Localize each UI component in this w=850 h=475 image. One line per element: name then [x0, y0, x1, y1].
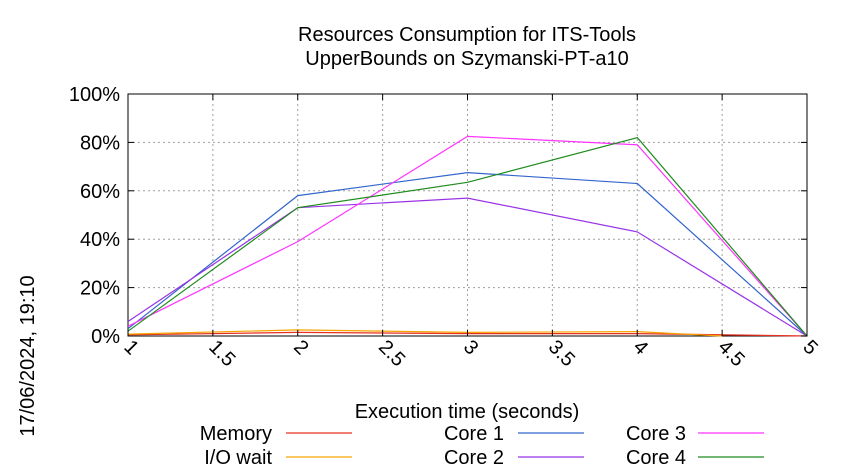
series-lines	[127, 135, 808, 337]
series-line-core-4	[127, 136, 808, 337]
y-tick-label: 80%	[80, 132, 120, 154]
grid	[128, 94, 807, 336]
timestamp-label: 17/06/2024, 19:10	[17, 275, 39, 436]
chart-title-line-2: UpperBounds on Szymanski-PT-a10	[305, 48, 629, 70]
y-tick-label: 20%	[80, 278, 120, 300]
x-axis-ticks: 1 1.5 2 2.5 3 3.5 4 4.5 5	[119, 94, 822, 371]
x-tick-label: 1.5	[204, 336, 239, 371]
x-axis-label: Execution time (seconds)	[355, 401, 580, 423]
y-tick-label: 0%	[91, 326, 120, 348]
legend-label-core-3: Core 3	[626, 423, 686, 445]
x-tick-label: 2.5	[374, 336, 409, 371]
legend-label-core-1: Core 1	[444, 423, 504, 445]
y-tick-label: 60%	[80, 181, 120, 203]
x-tick-label: 4.5	[714, 336, 749, 371]
chart-title-line-1: Resources Consumption for ITS-Tools	[298, 24, 636, 46]
series-line-core-3	[127, 135, 808, 337]
x-tick-label: 4	[629, 336, 652, 359]
x-tick-label: 3	[459, 336, 482, 359]
y-axis-ticks: 0% 20% 40% 60% 80% 100%	[69, 84, 807, 348]
x-tick-label: 2	[289, 336, 312, 359]
series-line-core-1	[127, 171, 808, 337]
legend-label-core-2: Core 2	[444, 447, 504, 469]
legend-label-memory: Memory	[200, 423, 272, 445]
x-tick-label: 3.5	[544, 336, 579, 371]
y-tick-label: 100%	[69, 84, 120, 106]
x-tick-label: 1	[119, 336, 142, 359]
legend-label-i-o-wait: I/O wait	[204, 447, 272, 469]
y-tick-label: 40%	[80, 229, 120, 251]
series-line-core-2	[127, 197, 808, 337]
x-tick-label: 5	[798, 336, 821, 359]
legend-label-core-4: Core 4	[626, 447, 686, 469]
